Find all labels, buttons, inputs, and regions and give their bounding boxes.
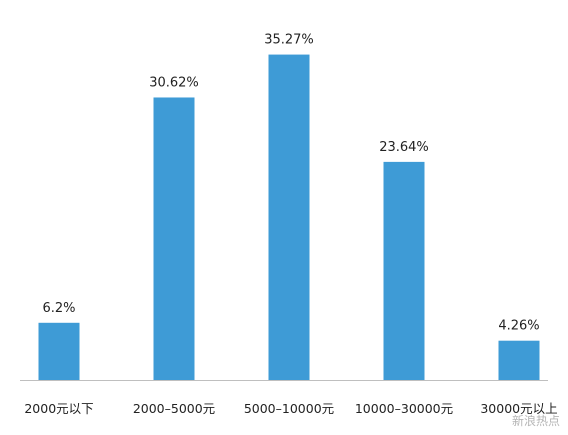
category-label-0: 2000元以下: [24, 401, 93, 416]
category-label-3: 10000–30000元: [355, 401, 453, 416]
value-label-1: 30.62%: [149, 75, 199, 90]
category-label-4: 30000元以上: [480, 401, 557, 416]
value-label-2: 35.27%: [264, 33, 314, 48]
bar-2: [268, 54, 310, 380]
value-label-4: 4.26%: [498, 319, 539, 334]
bar-1: [153, 97, 195, 381]
bar-4: [498, 340, 540, 380]
value-label-0: 6.2%: [42, 301, 75, 316]
watermark: 新浪热点: [511, 414, 560, 428]
value-label-3: 23.64%: [379, 140, 429, 155]
category-label-2: 5000–10000元: [244, 401, 334, 416]
bar-0: [38, 322, 80, 380]
category-label-1: 2000–5000元: [133, 401, 215, 416]
bar-3: [383, 161, 425, 380]
